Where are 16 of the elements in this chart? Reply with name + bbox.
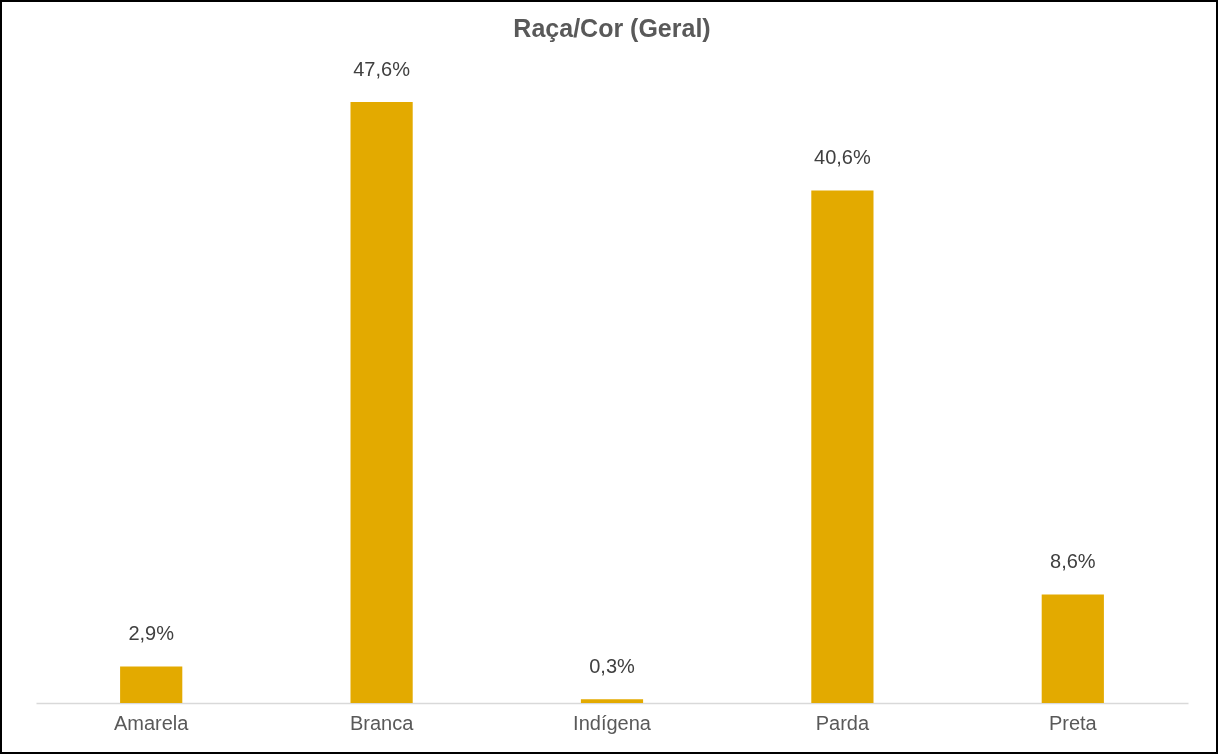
data-label: 47,6%	[353, 58, 411, 81]
x-tick-label: Branca	[349, 711, 415, 734]
chart-title: Raça/Cor (Geral)	[513, 14, 711, 43]
x-tick-label: Indígena	[573, 711, 652, 734]
data-label: 8,6%	[1050, 550, 1096, 573]
data-label: 2,9%	[128, 622, 175, 645]
x-tick-label: Amarela	[113, 711, 190, 734]
bar	[580, 699, 644, 703]
data-label: 40,6%	[814, 146, 871, 169]
bar	[811, 190, 874, 703]
bar	[120, 666, 183, 703]
data-label: 0,3%	[589, 655, 636, 678]
bar	[1041, 594, 1104, 703]
x-tick-label: Parda	[815, 711, 870, 734]
x-tick-label: Preta	[1048, 711, 1098, 734]
bar	[350, 102, 413, 703]
